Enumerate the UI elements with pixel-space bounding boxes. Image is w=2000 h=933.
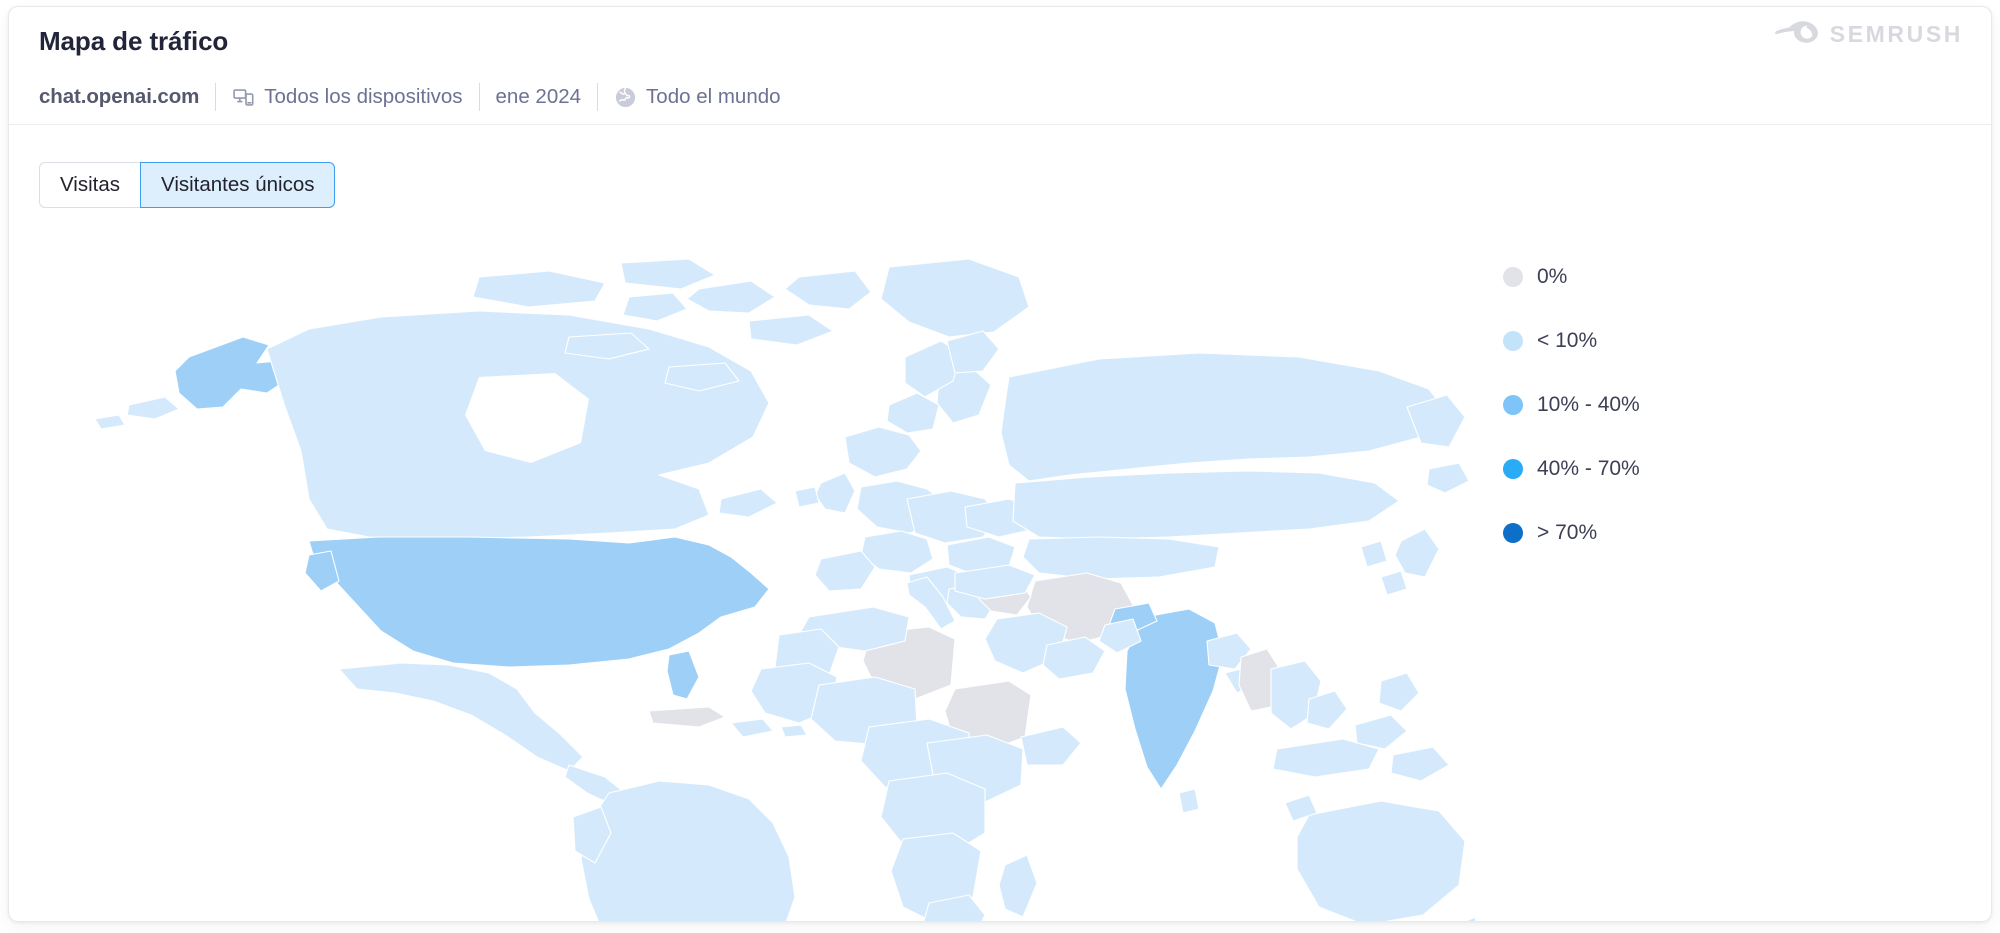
devices-label: Todos los dispositivos: [264, 85, 463, 108]
map-country[interactable]: [906, 576, 956, 630]
map-country[interactable]: [1306, 690, 1348, 730]
map-country[interactable]: [780, 724, 808, 738]
map-country[interactable]: [620, 258, 716, 290]
map-country[interactable]: [1020, 726, 1082, 766]
map-country[interactable]: [814, 472, 856, 514]
map-country[interactable]: [1406, 394, 1466, 448]
map-country[interactable]: [472, 270, 606, 308]
map-country[interactable]: [844, 426, 922, 478]
map-country[interactable]: [1022, 536, 1220, 580]
map-country[interactable]: [886, 392, 940, 434]
map-country[interactable]: [1378, 672, 1420, 712]
map-country[interactable]: [921, 894, 986, 922]
map-country[interactable]: [998, 854, 1038, 918]
map-country[interactable]: [94, 414, 126, 430]
map-country[interactable]: [308, 536, 770, 668]
map-country[interactable]: [580, 780, 796, 922]
globe-icon: [614, 86, 637, 109]
card-header: Mapa de tráfico chat.openai.com Todos lo…: [9, 7, 1991, 125]
page-title: Mapa de tráfico: [39, 26, 229, 56]
map-country[interactable]: [814, 550, 876, 592]
map-country[interactable]: [718, 488, 778, 518]
map-country[interactable]: [622, 292, 688, 322]
legend-label-2: 10% - 40%: [1537, 393, 1640, 416]
semrush-wordmark: SEMRUSH: [1829, 21, 1963, 47]
map-country[interactable]: [1296, 800, 1466, 922]
legend-item: 0%: [1503, 265, 1640, 289]
legend-label-1: < 10%: [1537, 329, 1598, 352]
legend-item: > 70%: [1503, 521, 1640, 545]
map-country[interactable]: [730, 718, 774, 738]
semrush-logo: SEMRUSH: [1774, 19, 1963, 50]
legend-swatch-0: [1503, 267, 1523, 287]
legend-item: 40% - 70%: [1503, 457, 1640, 481]
map-country[interactable]: [1098, 618, 1142, 654]
map-country[interactable]: [880, 258, 1030, 338]
legend-label-0: 0%: [1537, 265, 1568, 288]
map-country[interactable]: [1042, 636, 1106, 680]
map-country[interactable]: [1394, 528, 1440, 578]
legend-item: < 10%: [1503, 329, 1640, 353]
semrush-comet-icon: [1774, 19, 1821, 50]
map-country[interactable]: [794, 486, 820, 508]
devices-filter[interactable]: Todos los dispositivos: [232, 85, 463, 109]
legend-swatch-2: [1503, 395, 1523, 415]
map-country[interactable]: [946, 330, 1000, 374]
map-country[interactable]: [1178, 788, 1200, 814]
map-country[interactable]: [564, 332, 650, 360]
map-country[interactable]: [174, 336, 292, 410]
breadcrumb: chat.openai.com Todos los dispositivos e…: [39, 83, 781, 111]
map-country[interactable]: [666, 650, 700, 700]
metric-tabs[interactable]: Visitas Visitantes únicos: [39, 162, 336, 208]
map-legend: 0% < 10% 10% - 40% 40% - 70% > 70%: [1503, 265, 1640, 545]
map-country[interactable]: [126, 396, 180, 420]
map-country[interactable]: [648, 706, 726, 728]
map-country[interactable]: [304, 550, 340, 592]
map-country[interactable]: [748, 314, 834, 346]
map-country[interactable]: [1390, 746, 1450, 782]
period-label: ene 2024: [495, 85, 582, 108]
map-country[interactable]: [1413, 920, 1445, 922]
map-country[interactable]: [1453, 916, 1479, 922]
breadcrumb-divider: [597, 83, 599, 111]
map-country[interactable]: [1354, 714, 1408, 750]
map-country[interactable]: [686, 280, 776, 314]
map-country[interactable]: [572, 806, 612, 864]
devices-icon: [232, 86, 255, 109]
breadcrumb-divider: [478, 83, 480, 111]
map-country[interactable]: [1284, 794, 1318, 822]
traffic-map-card: Mapa de tráfico chat.openai.com Todos lo…: [8, 6, 1992, 922]
map-country[interactable]: [784, 270, 872, 310]
legend-label-4: > 70%: [1537, 521, 1598, 544]
map-country[interactable]: [338, 662, 584, 772]
breadcrumb-divider: [215, 83, 217, 111]
tab-visitas[interactable]: Visitas: [39, 162, 142, 208]
map-country[interactable]: [465, 373, 589, 463]
map-country[interactable]: [1426, 462, 1470, 494]
region-label: Todo el mundo: [646, 85, 781, 108]
map-country[interactable]: [1124, 608, 1224, 790]
map-country[interactable]: [954, 564, 1036, 600]
world-map-svg[interactable]: [9, 237, 1479, 922]
legend-label-3: 40% - 70%: [1537, 457, 1640, 480]
domain-label: chat.openai.com: [39, 85, 200, 108]
map-country[interactable]: [1012, 470, 1400, 540]
region-filter[interactable]: Todo el mundo: [614, 85, 781, 109]
legend-swatch-3: [1503, 459, 1523, 479]
legend-swatch-1: [1503, 331, 1523, 351]
legend-swatch-4: [1503, 523, 1523, 543]
legend-item: 10% - 40%: [1503, 393, 1640, 417]
map-country[interactable]: [1380, 570, 1408, 596]
world-traffic-map[interactable]: [9, 237, 1479, 922]
map-country[interactable]: [1272, 738, 1380, 778]
map-country[interactable]: [664, 362, 740, 392]
tab-visitantes-unicos[interactable]: Visitantes únicos: [140, 162, 336, 208]
map-country[interactable]: [1360, 540, 1388, 568]
map-country[interactable]: [1000, 352, 1448, 482]
map-country[interactable]: [904, 340, 962, 398]
